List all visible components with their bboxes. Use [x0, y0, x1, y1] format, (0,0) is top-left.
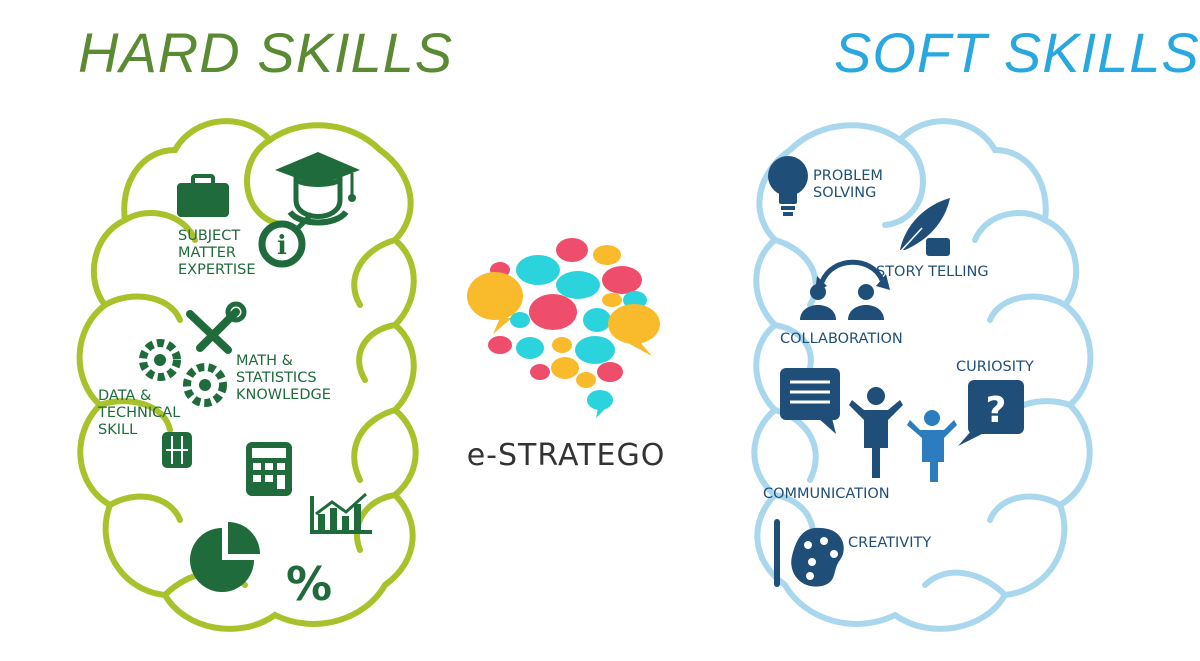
soft-brain-fold: [987, 293, 1068, 323]
subject-line3: EXPERTISE: [178, 262, 256, 278]
subject-line1: SUBJECT: [178, 228, 240, 244]
pie-chart-icon: [190, 522, 260, 592]
hard-brain-fold: [107, 493, 183, 523]
data-technical-label: DATA & TECHNICAL SKILL: [97, 388, 185, 438]
gear-icon: [139, 339, 181, 381]
info-icon: i: [258, 212, 314, 268]
paint-palette-icon: [774, 519, 844, 587]
story-telling-label: STORY TELLING: [876, 264, 989, 280]
hard-brain-fold: [351, 407, 398, 483]
hard-brain-fold: [244, 137, 288, 228]
soft-brain-fold: [972, 209, 1048, 243]
person-icon: [907, 410, 957, 482]
people-icon: [849, 387, 903, 478]
question-glyph: ?: [986, 390, 1007, 431]
problem-line1: PROBLEM: [813, 168, 883, 184]
soft-brain-fold: [922, 569, 1008, 598]
graduate-icon: [275, 152, 360, 226]
logo-wordmark: e-STRATEGO: [467, 438, 666, 473]
hard-brain-outline: [76, 118, 419, 632]
hard-brain-fold: [353, 492, 398, 553]
data-line1: DATA &: [98, 388, 151, 404]
math-line3: KNOWLEDGE: [236, 387, 331, 403]
subject-matter-label: SUBJECT MATTER EXPERTISE: [178, 228, 256, 278]
percent-icon: %: [286, 557, 332, 611]
soft-brain-fold: [772, 237, 819, 308]
creativity-label: CREATIVITY: [848, 535, 931, 551]
hard-skills-title: HARD SKILLS: [78, 21, 454, 84]
quill-icon: [899, 198, 950, 256]
e-stratego-logo: e-STRATEGO: [467, 238, 666, 473]
math-line1: MATH &: [236, 353, 293, 369]
hard-brain-fold: [356, 322, 398, 383]
briefcase-icon: [177, 174, 229, 217]
calculator-icon: [246, 442, 292, 496]
gear-icon: [183, 363, 227, 407]
chip-icon: [162, 432, 192, 468]
collaboration-icon: [800, 259, 890, 320]
question-bubble-icon: ?: [958, 380, 1024, 446]
problem-line2: SOLVING: [813, 185, 876, 201]
soft-brain-fold: [987, 493, 1063, 523]
data-line2: TECHNICAL: [97, 405, 180, 421]
soft-brain-outline: [751, 118, 1094, 632]
info-glyph: i: [277, 231, 287, 261]
chat-bubble-icon: [780, 368, 840, 434]
curiosity-label: CURIOSITY: [956, 359, 1034, 375]
hard-brain-fold: [351, 237, 398, 308]
math-statistics-label: MATH & STATISTICS KNOWLEDGE: [236, 353, 331, 403]
data-line3: SKILL: [98, 422, 137, 438]
lightbulb-icon: [768, 156, 808, 216]
collaboration-label: COLLABORATION: [780, 331, 903, 347]
problem-solving-label: PROBLEM SOLVING: [813, 168, 888, 201]
soft-skills-title: SOFT SKILLS: [834, 21, 1200, 84]
hard-brain-fold: [97, 398, 173, 433]
bar-chart-icon: [310, 492, 372, 534]
tools-icon: [186, 301, 247, 354]
speech-bubbles: [467, 238, 660, 418]
soft-brain-fold: [882, 137, 926, 228]
math-line2: STATISTICS: [236, 370, 317, 386]
hard-brain-fold: [122, 209, 198, 243]
soft-brain-fold: [772, 407, 819, 483]
subject-line2: MATTER: [178, 245, 236, 261]
hard-brain-fold: [102, 293, 183, 323]
communication-label: COMMUNICATION: [763, 486, 890, 502]
